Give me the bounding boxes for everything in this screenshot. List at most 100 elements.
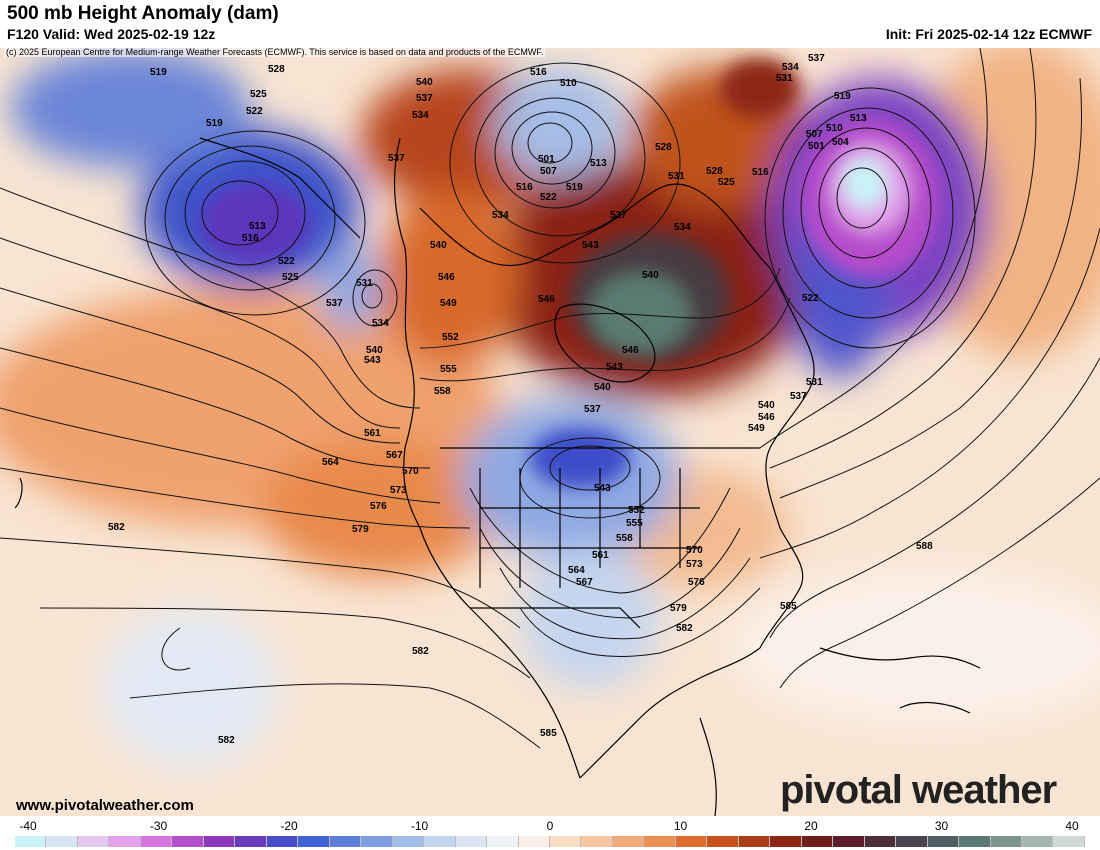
contour-label: 540 [758,400,775,411]
colorbar-swatch [77,836,110,847]
contour-label: 573 [686,559,703,570]
contour-label: 576 [370,501,387,512]
contour-label: 582 [676,623,693,634]
contour-label: 549 [440,298,457,309]
colorbar-swatch [46,836,78,847]
contour-labels: 519 528 525 522 519 513 516 522 525 531 … [108,53,933,746]
contour-label: 561 [364,428,381,439]
contour-label: 558 [434,386,451,397]
contour-label: 537 [790,391,807,402]
contour-label: 558 [616,533,633,544]
contour-label: 585 [780,601,797,612]
colorbar-swatch [612,836,645,847]
colorbar-swatch [298,836,330,847]
contour-label: 537 [326,298,343,309]
contour-label: 567 [386,450,403,461]
colorbar-swatch [518,836,550,847]
colorbar-swatch [959,836,991,847]
contour-label: 561 [592,550,609,561]
colorbar-swatch [329,836,362,847]
contour-label: 546 [758,412,775,423]
colorbar-swatch [549,836,582,847]
contour-label: 576 [688,577,705,588]
contour-label: 570 [686,545,703,556]
contour-label: 543 [582,240,599,251]
contour-label: 552 [628,505,645,516]
coastlines [14,137,981,816]
contour-label: 519 [566,182,583,193]
colorbar-swatch [770,836,802,847]
contour-label: 525 [718,177,735,188]
contour-label: 534 [782,62,799,73]
contour-label: 537 [388,153,405,164]
valid-time: F120 Valid: Wed 2025-02-19 12z [7,26,216,42]
site-url[interactable]: www.pivotalweather.com [16,797,194,814]
colorbar-swatch [707,836,739,847]
colorbar-tick-label: -20 [280,819,298,833]
contour-label: 537 [416,93,433,104]
contour-label: 528 [655,142,672,153]
contour-label: 537 [808,53,825,64]
contour-label: 519 [150,67,167,78]
contour-label: 525 [250,89,267,100]
header-bar [0,0,1100,48]
contour-label: 555 [626,518,643,529]
contour-label: 522 [540,192,557,203]
colorbar-swatch [455,836,488,847]
colorbar-swatch [1022,836,1054,847]
colorbar-swatch [833,836,865,847]
contour-label: 543 [364,355,381,366]
contour-label: 582 [108,522,125,533]
contour-label: 516 [752,167,769,178]
contour-label: 513 [850,113,867,124]
contour-label: 564 [568,565,585,576]
colorbar-swatch [15,836,47,847]
contour-label: 540 [416,77,433,88]
contour-label: 564 [322,457,339,468]
contour-label: 513 [249,221,266,232]
colorbar-tick-label: 20 [804,819,818,833]
contour-label: 534 [492,210,509,221]
contour-label: 552 [442,332,459,343]
colorbar-swatch [896,836,928,847]
colorbar-swatch [864,836,897,847]
contour-label: 534 [412,110,429,121]
contour-label: 507 [806,129,823,140]
contour-label: 540 [366,345,383,356]
colorbar-tick-label: 0 [546,819,554,833]
contour-label: 519 [834,91,851,102]
contour-label: 555 [440,364,457,375]
contour-label: 537 [584,404,601,415]
contour-label: 534 [674,222,691,233]
colorbar-swatch [235,836,267,847]
contour-label: 531 [776,73,793,84]
contour-label: 549 [748,423,765,434]
contour-label: 516 [530,67,547,78]
contour-label: 546 [538,294,555,305]
contour-label: 501 [538,154,555,165]
colorbar-swatch [140,836,173,847]
contour-label: 531 [356,278,373,289]
colorbar-tick-label: 10 [673,819,688,833]
height-contours [0,48,1100,749]
contour-label: 582 [218,735,235,746]
colorbar-swatch [675,836,708,847]
contour-label: 585 [540,728,557,739]
contour-label: 513 [590,158,607,169]
contour-label: 567 [576,577,593,588]
colorbar-swatch [738,836,771,847]
contour-label: 516 [516,182,533,193]
contour-label: 528 [268,64,285,75]
copyright-notice: (c) 2025 European Centre for Medium-rang… [4,47,546,57]
contour-label: 531 [806,377,823,388]
colorbar-swatch [644,836,676,847]
contour-label: 504 [832,137,849,148]
colorbar-swatch [392,836,425,847]
contour-label: 540 [594,382,611,393]
colorbar-swatch [990,836,1022,847]
contour-label: 537 [610,210,627,221]
colorbar-swatch [172,836,204,847]
map-title: 500 mb Height Anomaly (dam) [7,3,279,24]
colorbar-swatch [109,836,141,847]
brand-logo: pivotal weather [780,768,1057,812]
